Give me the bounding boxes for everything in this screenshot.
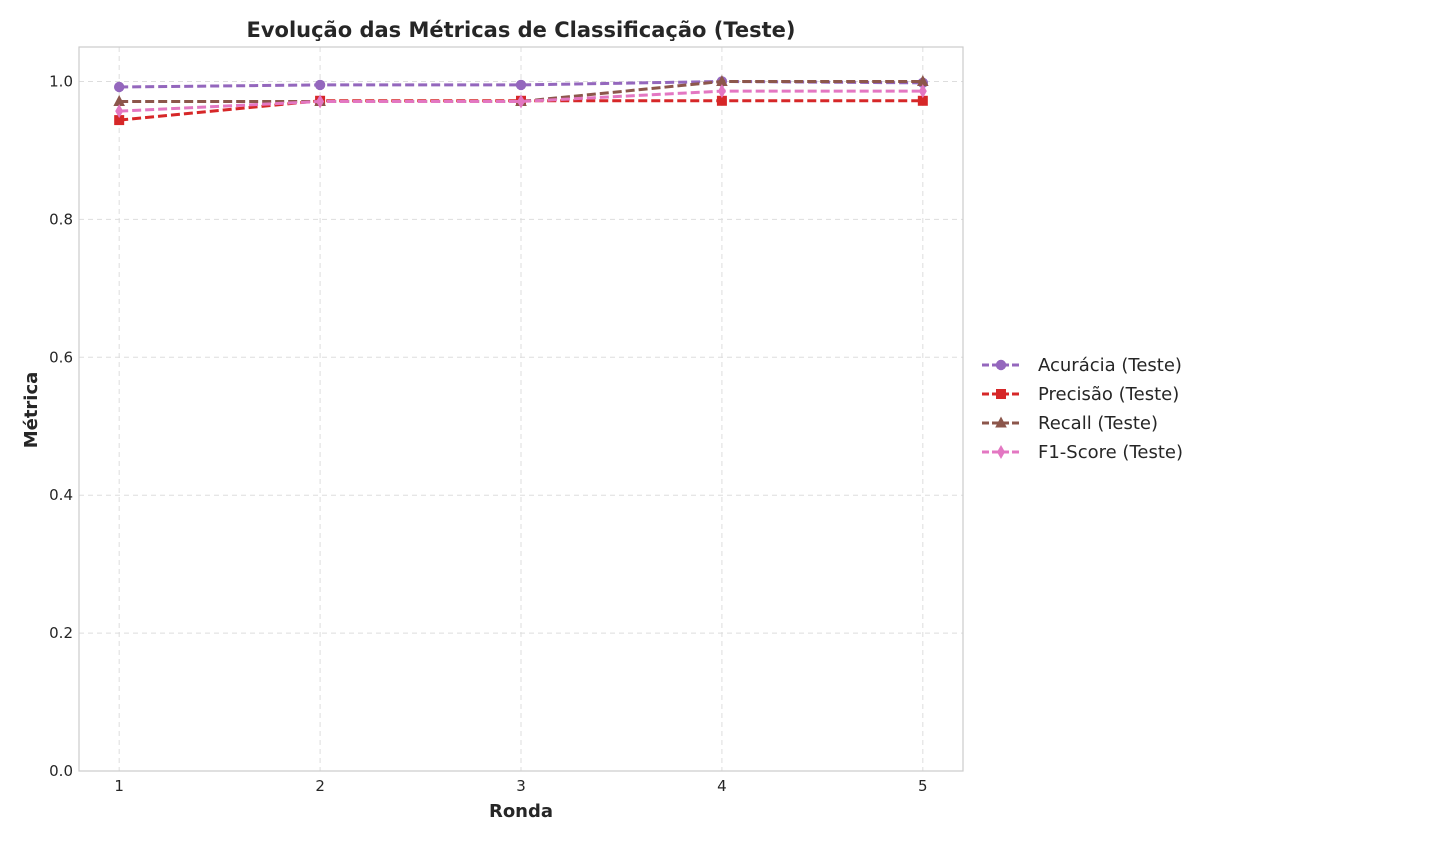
- legend-marker: [997, 445, 1005, 459]
- series-layer: [113, 74, 929, 126]
- y-tick-label: 0.8: [49, 210, 73, 228]
- x-tick-label: 4: [717, 777, 727, 795]
- y-tick-label: 0.4: [49, 486, 73, 504]
- data-point: [316, 94, 325, 109]
- legend-label: Acurácia (Teste): [1038, 355, 1182, 376]
- y-tick-label: 0.6: [49, 348, 73, 366]
- data-point: [113, 81, 125, 93]
- x-tick-label: 5: [918, 777, 928, 795]
- legend-item: Recall (Teste): [982, 413, 1158, 434]
- legend-label: Precisão (Teste): [1038, 384, 1179, 405]
- x-tick-label: 1: [114, 777, 124, 795]
- data-point: [114, 115, 125, 126]
- data-point: [716, 74, 728, 86]
- legend-label: F1-Score (Teste): [1038, 442, 1183, 463]
- tick-labels: 1 2 3 4 5 0.0 0.2 0.4 0.6 0.8 1.0: [49, 72, 927, 795]
- x-tick-label: 3: [516, 777, 526, 795]
- legend-item: F1-Score (Teste): [982, 442, 1183, 463]
- data-point: [113, 94, 125, 106]
- plot-frame: [78, 46, 964, 772]
- legend-item: Acurácia (Teste): [982, 355, 1182, 376]
- data-point: [716, 95, 727, 106]
- x-tick-label: 2: [315, 777, 325, 795]
- chart-title: Evolução das Métricas de Classificação (…: [246, 18, 795, 42]
- y-tick-label: 1.0: [49, 72, 73, 90]
- series-line: [119, 79, 923, 103]
- grid: [79, 47, 963, 771]
- series-line: [119, 89, 923, 113]
- y-tick-label: 0.2: [49, 624, 73, 642]
- data-point: [314, 79, 326, 91]
- y-tick-label: 0.0: [49, 762, 73, 780]
- data-point: [115, 104, 124, 119]
- series-f1-score-teste: [115, 84, 927, 119]
- data-point: [515, 79, 527, 91]
- data-point: [918, 84, 927, 99]
- data-point: [917, 95, 928, 106]
- x-axis-label: Ronda: [489, 801, 553, 822]
- series-line: [119, 99, 923, 122]
- data-point: [917, 74, 929, 86]
- legend: Acurácia (Teste) Precisão (Teste) Recall (…: [982, 355, 1183, 463]
- legend-marker: [995, 416, 1007, 428]
- y-axis-label: Métrica: [21, 372, 42, 449]
- legend-marker: [995, 359, 1007, 371]
- legend-label: Recall (Teste): [1038, 413, 1158, 434]
- legend-item: Precisão (Teste): [982, 384, 1179, 405]
- data-point: [717, 84, 726, 99]
- data-point: [517, 94, 525, 109]
- legend-marker: [996, 389, 1006, 399]
